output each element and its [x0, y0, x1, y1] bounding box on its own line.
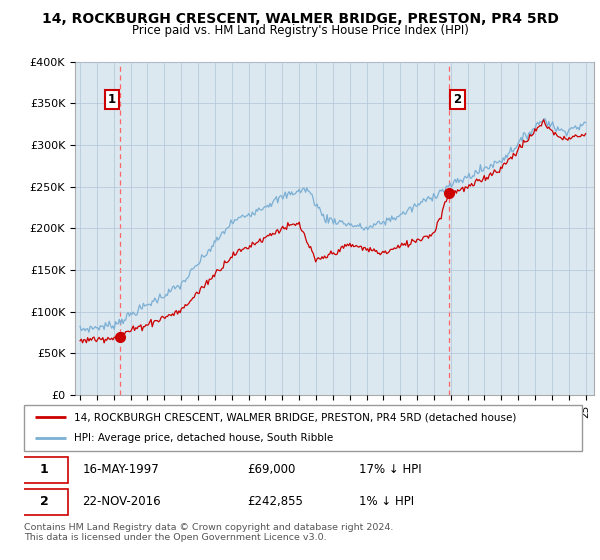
Text: 17% ↓ HPI: 17% ↓ HPI — [359, 463, 421, 476]
FancyBboxPatch shape — [20, 489, 68, 515]
Text: 1: 1 — [40, 463, 49, 476]
FancyBboxPatch shape — [20, 457, 68, 483]
Text: 1: 1 — [107, 92, 116, 106]
Text: Price paid vs. HM Land Registry's House Price Index (HPI): Price paid vs. HM Land Registry's House … — [131, 24, 469, 36]
Text: 2: 2 — [454, 92, 461, 106]
FancyBboxPatch shape — [24, 405, 582, 451]
Text: 1% ↓ HPI: 1% ↓ HPI — [359, 496, 414, 508]
Text: £69,000: £69,000 — [247, 463, 296, 476]
Text: 14, ROCKBURGH CRESCENT, WALMER BRIDGE, PRESTON, PR4 5RD (detached house): 14, ROCKBURGH CRESCENT, WALMER BRIDGE, P… — [74, 412, 517, 422]
Text: 14, ROCKBURGH CRESCENT, WALMER BRIDGE, PRESTON, PR4 5RD: 14, ROCKBURGH CRESCENT, WALMER BRIDGE, P… — [41, 12, 559, 26]
Text: This data is licensed under the Open Government Licence v3.0.: This data is licensed under the Open Gov… — [24, 533, 326, 542]
Text: 22-NOV-2016: 22-NOV-2016 — [83, 496, 161, 508]
Text: HPI: Average price, detached house, South Ribble: HPI: Average price, detached house, Sout… — [74, 433, 334, 444]
Text: Contains HM Land Registry data © Crown copyright and database right 2024.: Contains HM Land Registry data © Crown c… — [24, 523, 394, 532]
Text: 2: 2 — [40, 496, 49, 508]
Text: 16-MAY-1997: 16-MAY-1997 — [83, 463, 160, 476]
Text: £242,855: £242,855 — [247, 496, 303, 508]
